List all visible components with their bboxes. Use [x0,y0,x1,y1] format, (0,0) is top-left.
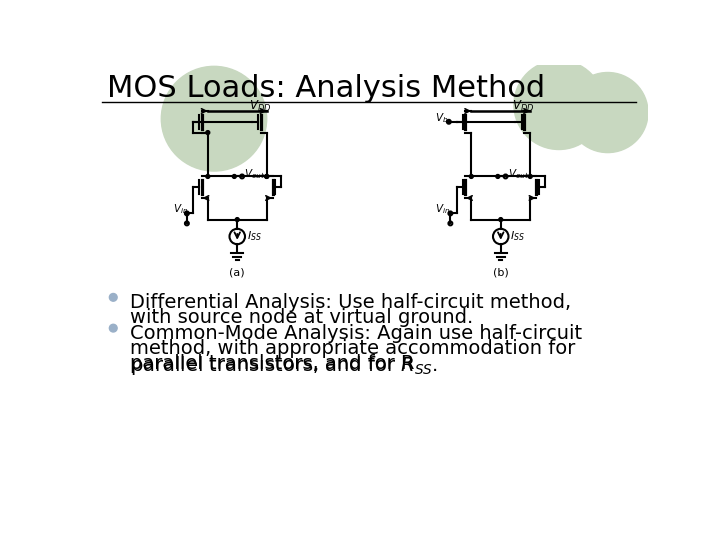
Circle shape [499,218,503,221]
Circle shape [265,174,269,178]
Text: MOS Loads: Analysis Method: MOS Loads: Analysis Method [107,74,545,103]
Text: $I_{SS}$: $I_{SS}$ [510,230,525,244]
Text: parallel transistors, and for $R_{SS}$.: parallel transistors, and for $R_{SS}$. [130,354,438,377]
Text: $V_{in}$: $V_{in}$ [435,202,450,217]
Circle shape [528,174,532,178]
Circle shape [206,174,210,178]
Circle shape [161,66,266,171]
Text: $V_{out}$: $V_{out}$ [244,167,266,181]
Text: Common-Mode Analysis: Again use half-circuit: Common-Mode Analysis: Again use half-cir… [130,323,582,342]
Circle shape [109,325,117,332]
Circle shape [567,72,648,153]
Text: Differential Analysis: Use half-circuit method,: Differential Analysis: Use half-circuit … [130,293,572,312]
Text: $V_{DD}$: $V_{DD}$ [513,99,535,114]
Circle shape [109,294,117,301]
Text: $V_{in}$: $V_{in}$ [173,202,188,217]
Text: (a): (a) [230,267,245,278]
Circle shape [514,60,604,150]
Text: $I_{SS}$: $I_{SS}$ [246,230,261,244]
Text: (b): (b) [493,267,508,278]
Circle shape [235,218,239,221]
Circle shape [496,174,500,178]
Circle shape [233,174,236,178]
Text: $V_{DD}$: $V_{DD}$ [249,99,271,114]
Text: $V_b$: $V_b$ [435,111,449,125]
Text: method, with appropriate accommodation for: method, with appropriate accommodation f… [130,339,576,358]
Circle shape [469,174,473,178]
Circle shape [265,174,269,178]
Circle shape [206,131,210,134]
Text: with source node at virtual ground.: with source node at virtual ground. [130,308,474,327]
Text: $V_{out}$: $V_{out}$ [508,167,529,181]
Text: parallel transistors, and for R: parallel transistors, and for R [130,354,415,373]
